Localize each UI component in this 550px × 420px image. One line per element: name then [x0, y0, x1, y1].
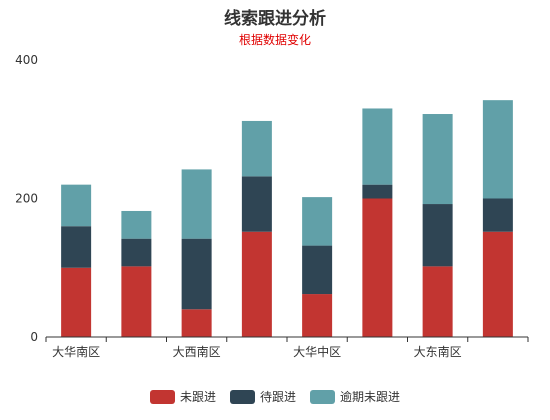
bar-follow-overdue — [181, 169, 212, 239]
legend-swatch-follow-pending — [229, 389, 255, 404]
bar-follow-none — [181, 309, 212, 337]
bar-follow-none — [61, 267, 92, 337]
bar-follow-pending — [422, 204, 453, 267]
bar-follow-none — [482, 231, 513, 337]
bar-follow-overdue — [241, 120, 272, 177]
chart-subtitle: 根据数据变化 — [238, 33, 311, 47]
bar-follow-overdue — [302, 197, 333, 246]
bar-follow-overdue — [362, 108, 393, 185]
bar-follow-none — [302, 294, 333, 337]
legend-item-follow-pending[interactable]: 待跟进 — [229, 388, 296, 405]
bar-follow-overdue — [61, 184, 92, 227]
bar-follow-none — [121, 266, 152, 337]
legend-swatch-follow-overdue — [310, 389, 335, 404]
bar-follow-pending — [61, 226, 92, 268]
legend-label-follow-overdue: 逾期未跟进 — [340, 390, 401, 404]
bar-follow-overdue — [121, 210, 152, 239]
x-tick-label: 大西南区 — [173, 344, 221, 359]
bar-follow-none — [241, 231, 272, 337]
bar-follow-none — [362, 198, 393, 337]
bar-follow-pending — [181, 238, 212, 310]
chart-legend: 未跟进 待跟进 逾期未跟进 — [0, 388, 550, 405]
x-tick-label: 大华南区 — [52, 344, 100, 359]
legend-label-follow-none: 未跟进 — [179, 390, 216, 404]
bar-follow-none — [422, 266, 453, 337]
bar-follow-overdue — [482, 100, 513, 199]
legend-item-follow-none[interactable]: 未跟进 — [149, 388, 216, 405]
bar-follow-pending — [362, 184, 393, 199]
y-tick-label: 0 — [30, 330, 38, 344]
bar-follow-pending — [302, 245, 333, 295]
x-tick-label: 大东南区 — [414, 344, 462, 359]
x-tick-label: 大华中区 — [293, 344, 341, 359]
bar-follow-pending — [121, 238, 152, 267]
chart-title: 线索跟进分析 — [224, 9, 326, 29]
bar-follow-pending — [241, 176, 272, 232]
bar-follow-pending — [482, 198, 513, 232]
legend-swatch-follow-none — [149, 389, 175, 404]
legend-item-follow-overdue[interactable]: 逾期未跟进 — [310, 388, 400, 405]
legend-label-follow-pending: 待跟进 — [259, 390, 296, 404]
y-tick-label: 200 — [15, 192, 38, 206]
bar-follow-overdue — [422, 114, 453, 205]
y-tick-label: 400 — [15, 53, 38, 67]
